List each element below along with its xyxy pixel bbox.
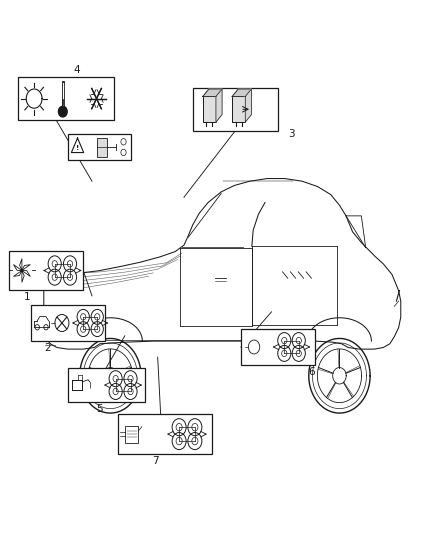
Bar — [97, 138, 107, 157]
Bar — [193, 88, 278, 131]
Bar — [125, 425, 138, 442]
Bar — [9, 251, 83, 290]
Text: 3: 3 — [288, 130, 295, 139]
Text: 7: 7 — [152, 456, 159, 466]
Text: 5: 5 — [96, 404, 103, 414]
Circle shape — [58, 106, 67, 117]
Bar — [68, 368, 145, 402]
Polygon shape — [216, 89, 222, 122]
Bar — [241, 329, 315, 365]
Bar — [68, 134, 131, 160]
Polygon shape — [203, 89, 222, 96]
Polygon shape — [245, 89, 251, 122]
Bar — [203, 96, 216, 122]
Text: 1: 1 — [24, 293, 31, 302]
Text: 6: 6 — [308, 367, 315, 376]
Text: 4: 4 — [73, 66, 80, 75]
Text: !: ! — [76, 145, 79, 151]
Bar — [18, 77, 114, 120]
Bar — [118, 414, 212, 454]
Polygon shape — [232, 89, 251, 96]
Text: 2: 2 — [44, 343, 51, 352]
Bar — [31, 305, 105, 341]
Bar — [232, 96, 245, 122]
